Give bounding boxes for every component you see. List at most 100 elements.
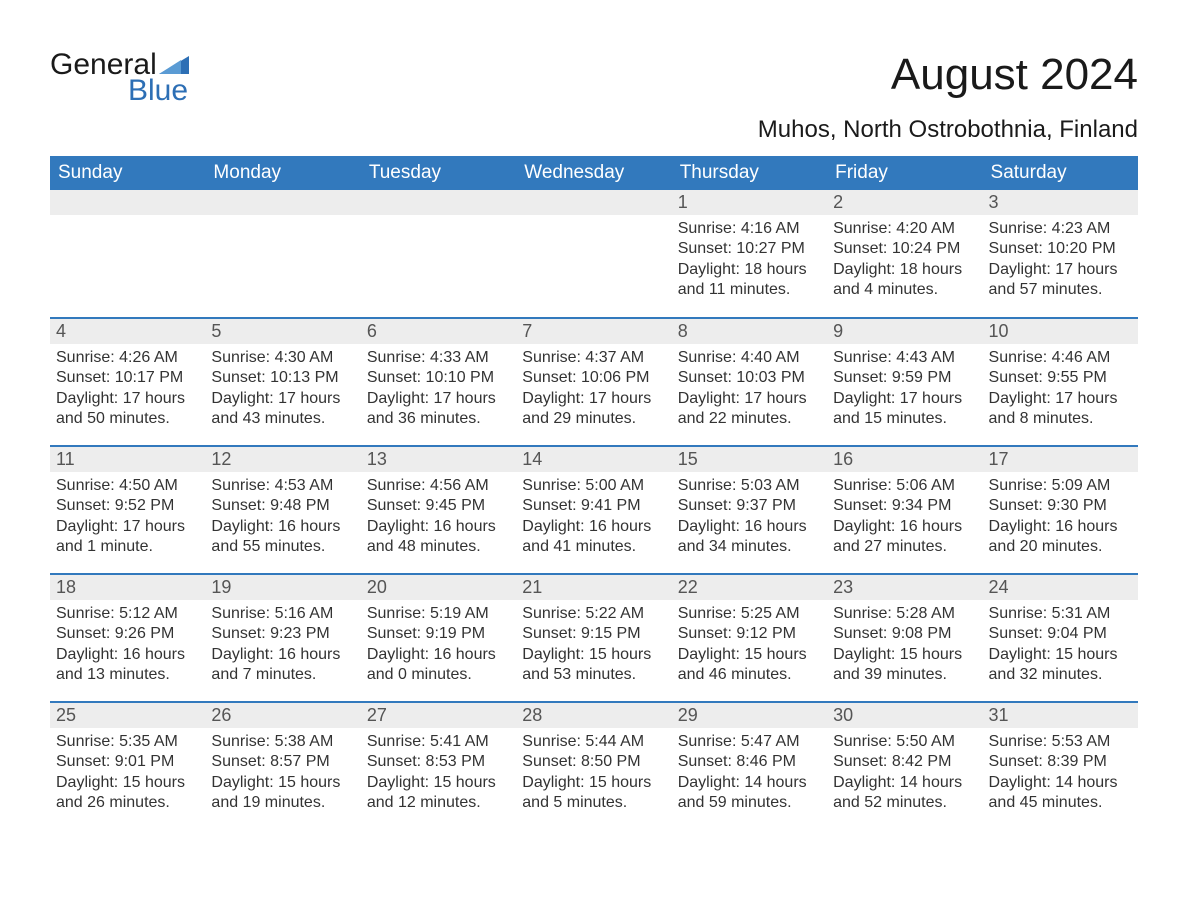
day-number: 19: [205, 575, 360, 600]
calendar-cell: 23Sunrise: 5:28 AMSunset: 9:08 PMDayligh…: [827, 574, 982, 702]
day-header: Wednesday: [516, 156, 671, 190]
calendar-cell: [50, 190, 205, 318]
sunrise-line: Sunrise: 4:16 AM: [678, 219, 821, 239]
sunrise-line: Sunrise: 5:19 AM: [367, 604, 510, 624]
day-details: Sunrise: 5:35 AMSunset: 9:01 PMDaylight:…: [50, 728, 205, 820]
logo: General Blue: [50, 50, 189, 106]
calendar-cell: 30Sunrise: 5:50 AMSunset: 8:42 PMDayligh…: [827, 702, 982, 830]
calendar-cell: 27Sunrise: 5:41 AMSunset: 8:53 PMDayligh…: [361, 702, 516, 830]
day-details: Sunrise: 5:03 AMSunset: 9:37 PMDaylight:…: [672, 472, 827, 564]
sunrise-line: Sunrise: 5:09 AM: [989, 476, 1132, 496]
sunrise-line: Sunrise: 5:25 AM: [678, 604, 821, 624]
sunset-line: Sunset: 8:39 PM: [989, 752, 1132, 772]
day-number: 25: [50, 703, 205, 728]
daylight-line: Daylight: 16 hours and 34 minutes.: [678, 517, 821, 558]
day-details: Sunrise: 5:09 AMSunset: 9:30 PMDaylight:…: [983, 472, 1138, 564]
day-number: 12: [205, 447, 360, 472]
daylight-line: Daylight: 15 hours and 12 minutes.: [367, 773, 510, 814]
daylight-line: Daylight: 17 hours and 29 minutes.: [522, 389, 665, 430]
sunrise-line: Sunrise: 4:46 AM: [989, 348, 1132, 368]
calendar-cell: 5Sunrise: 4:30 AMSunset: 10:13 PMDayligh…: [205, 318, 360, 446]
sunset-line: Sunset: 8:53 PM: [367, 752, 510, 772]
calendar-cell: 16Sunrise: 5:06 AMSunset: 9:34 PMDayligh…: [827, 446, 982, 574]
day-number: 18: [50, 575, 205, 600]
calendar-cell: 25Sunrise: 5:35 AMSunset: 9:01 PMDayligh…: [50, 702, 205, 830]
sunrise-line: Sunrise: 4:56 AM: [367, 476, 510, 496]
sunrise-line: Sunrise: 4:26 AM: [56, 348, 199, 368]
day-number: 9: [827, 319, 982, 344]
day-details: Sunrise: 4:43 AMSunset: 9:59 PMDaylight:…: [827, 344, 982, 436]
day-details: Sunrise: 4:56 AMSunset: 9:45 PMDaylight:…: [361, 472, 516, 564]
day-header: Tuesday: [361, 156, 516, 190]
sunrise-line: Sunrise: 4:53 AM: [211, 476, 354, 496]
sunset-line: Sunset: 9:55 PM: [989, 368, 1132, 388]
daylight-line: Daylight: 16 hours and 0 minutes.: [367, 645, 510, 686]
day-number: 6: [361, 319, 516, 344]
calendar-cell: 12 Sunrise: 4:53 AMSunset: 9:48 PMDayligh…: [205, 446, 360, 574]
day-details: Sunrise: 5:06 AMSunset: 9:34 PMDaylight:…: [827, 472, 982, 564]
sunset-line: Sunset: 9:48 PM: [211, 496, 354, 516]
calendar-cell: 15Sunrise: 5:03 AMSunset: 9:37 PMDayligh…: [672, 446, 827, 574]
sunset-line: Sunset: 9:52 PM: [56, 496, 199, 516]
daylight-line: Daylight: 15 hours and 39 minutes.: [833, 645, 976, 686]
day-details: Sunrise: 4:16 AMSunset: 10:27 PMDaylight…: [672, 215, 827, 307]
daylight-line: Daylight: 17 hours and 22 minutes.: [678, 389, 821, 430]
day-number: 15: [672, 447, 827, 472]
day-details: Sunrise: 5:22 AMSunset: 9:15 PMDaylight:…: [516, 600, 671, 692]
daylight-line: Daylight: 15 hours and 53 minutes.: [522, 645, 665, 686]
sunset-line: Sunset: 9:12 PM: [678, 624, 821, 644]
sunrise-line: Sunrise: 4:30 AM: [211, 348, 354, 368]
day-details: Sunrise: 4:26 AMSunset: 10:17 PMDaylight…: [50, 344, 205, 436]
daylight-line: Daylight: 16 hours and 7 minutes.: [211, 645, 354, 686]
sunrise-line: Sunrise: 4:23 AM: [989, 219, 1132, 239]
day-number: 22: [672, 575, 827, 600]
day-number: 1: [672, 190, 827, 215]
sunrise-line: Sunrise: 4:20 AM: [833, 219, 976, 239]
header: General Blue August 2024: [50, 50, 1138, 106]
day-number: 10: [983, 319, 1138, 344]
day-number: 20: [361, 575, 516, 600]
day-number: [516, 190, 671, 215]
day-details: Sunrise: 4:20 AMSunset: 10:24 PMDaylight…: [827, 215, 982, 307]
sunset-line: Sunset: 10:13 PM: [211, 368, 354, 388]
day-number: 14: [516, 447, 671, 472]
calendar-cell: 17Sunrise: 5:09 AMSunset: 9:30 PMDayligh…: [983, 446, 1138, 574]
day-details: Sunrise: 5:53 AMSunset: 8:39 PMDaylight:…: [983, 728, 1138, 820]
calendar-cell: 1Sunrise: 4:16 AMSunset: 10:27 PMDayligh…: [672, 190, 827, 318]
sunset-line: Sunset: 9:26 PM: [56, 624, 199, 644]
sunset-line: Sunset: 8:57 PM: [211, 752, 354, 772]
day-number: 11: [50, 447, 205, 472]
daylight-line: Daylight: 17 hours and 15 minutes.: [833, 389, 976, 430]
sunrise-line: Sunrise: 5:22 AM: [522, 604, 665, 624]
day-number: 29: [672, 703, 827, 728]
calendar-cell: [516, 190, 671, 318]
sunset-line: Sunset: 10:03 PM: [678, 368, 821, 388]
sunrise-line: Sunrise: 4:43 AM: [833, 348, 976, 368]
day-details: Sunrise: 5:28 AMSunset: 9:08 PMDaylight:…: [827, 600, 982, 692]
day-header: Friday: [827, 156, 982, 190]
sunset-line: Sunset: 10:20 PM: [989, 239, 1132, 259]
day-number: [205, 190, 360, 215]
calendar-cell: 14Sunrise: 5:00 AMSunset: 9:41 PMDayligh…: [516, 446, 671, 574]
sunset-line: Sunset: 10:17 PM: [56, 368, 199, 388]
day-number: 27: [361, 703, 516, 728]
day-header: Monday: [205, 156, 360, 190]
daylight-line: Daylight: 16 hours and 55 minutes.: [211, 517, 354, 558]
sunrise-line: Sunrise: 4:50 AM: [56, 476, 199, 496]
calendar-cell: 28Sunrise: 5:44 AMSunset: 8:50 PMDayligh…: [516, 702, 671, 830]
calendar-body: 1Sunrise: 4:16 AMSunset: 10:27 PMDayligh…: [50, 190, 1138, 830]
sunrise-line: Sunrise: 4:37 AM: [522, 348, 665, 368]
sunset-line: Sunset: 9:34 PM: [833, 496, 976, 516]
daylight-line: Daylight: 17 hours and 36 minutes.: [367, 389, 510, 430]
calendar-cell: 22Sunrise: 5:25 AMSunset: 9:12 PMDayligh…: [672, 574, 827, 702]
daylight-line: Daylight: 15 hours and 26 minutes.: [56, 773, 199, 814]
sunrise-line: Sunrise: 5:35 AM: [56, 732, 199, 752]
calendar-thead: SundayMondayTuesdayWednesdayThursdayFrid…: [50, 156, 1138, 190]
daylight-line: Daylight: 16 hours and 27 minutes.: [833, 517, 976, 558]
day-header: Thursday: [672, 156, 827, 190]
day-details: Sunrise: 4:23 AMSunset: 10:20 PMDaylight…: [983, 215, 1138, 307]
day-number: 30: [827, 703, 982, 728]
calendar-cell: 21Sunrise: 5:22 AMSunset: 9:15 PMDayligh…: [516, 574, 671, 702]
sunset-line: Sunset: 9:37 PM: [678, 496, 821, 516]
day-number: 4: [50, 319, 205, 344]
